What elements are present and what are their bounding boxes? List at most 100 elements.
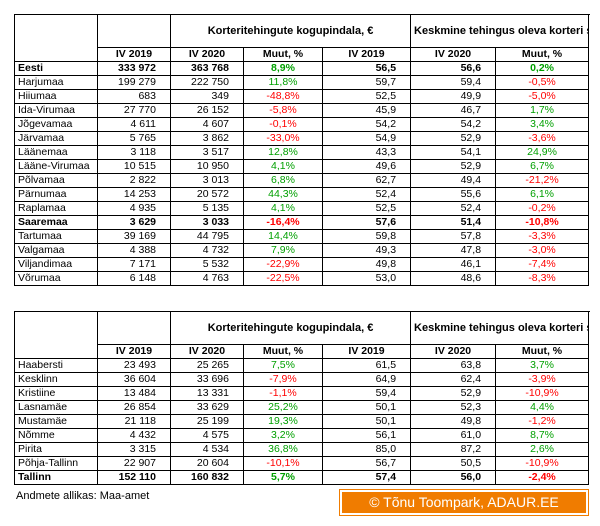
column-header-row: IV 2019 IV 2020 Muut, % IV 2019 IV 2020 Muut,…	[15, 344, 590, 359]
cell: -10,1%	[243, 456, 323, 471]
cell: 54,1	[410, 145, 497, 160]
row-label: Mustamäe	[14, 414, 98, 429]
cell: -0,5%	[495, 75, 590, 90]
cell: 3 118	[97, 145, 171, 160]
cell: 59,4	[410, 75, 497, 90]
table-row: Pärnumaa 14 253 20 572 44,3% 52,4 55,6 6,1%	[14, 187, 590, 202]
row-label: Põlvamaa	[14, 173, 98, 188]
corner-cell	[14, 311, 98, 359]
row-label: Hiiumaa	[14, 89, 98, 104]
cell: 3 629	[97, 215, 171, 230]
column-header: Muut, %	[495, 344, 590, 359]
cell: 2 822	[97, 173, 171, 188]
cell: 49,8	[410, 414, 497, 429]
table-row: Jõgevamaa 4 611 4 607 -0,1% 54,2 54,2 3,4%	[14, 117, 590, 132]
table-row: Eesti 333 972 363 768 8,9% 56,5 56,6 0,2%	[14, 61, 590, 76]
table-row: Hiiumaa 683 349 -48,8% 52,5 49,9 -5,0%	[14, 89, 590, 104]
row-label: Tartumaa	[14, 229, 98, 244]
cell: 56,0	[410, 470, 497, 485]
row-label: Jõgevamaa	[14, 117, 98, 132]
cell: 50,1	[321, 400, 412, 415]
cell: 52,4	[321, 187, 412, 202]
cell: 4,1%	[243, 201, 323, 216]
table-row: Lääne-Virumaa 10 515 10 950 4,1% 49,6 52,9 6,7…	[14, 159, 590, 174]
group-header: Korteritehingute kogupindala, €	[169, 311, 412, 345]
cell: 333 972	[97, 61, 171, 76]
table-row: Valgamaa 4 388 4 732 7,9% 49,3 47,8 -3,0%	[14, 243, 590, 258]
cell: 54,2	[321, 117, 412, 132]
table: Korteritehingute kogupindala, € Keskmine …	[14, 14, 590, 286]
cell: 59,4	[321, 386, 412, 401]
cell: 6,7%	[495, 159, 590, 174]
cell: 13 331	[170, 386, 244, 401]
cell: 51,4	[410, 215, 497, 230]
cell: 52,4	[410, 201, 497, 216]
cell: 8,7%	[495, 428, 590, 443]
cell: 47,8	[410, 243, 497, 258]
cell: 13 484	[97, 386, 171, 401]
cell: 27 770	[97, 103, 171, 118]
cell: 56,6	[410, 61, 497, 76]
column-header: IV 2019	[97, 344, 171, 359]
cell: 46,1	[410, 257, 497, 272]
cell: -48,8%	[243, 89, 323, 104]
table-row: Põhja-Tallinn 22 907 20 604 -10,1% 56,7 50,5-…	[14, 456, 590, 471]
cell: 53,0	[321, 271, 412, 286]
cell: 3,7%	[495, 358, 590, 373]
cell: 4 732	[170, 243, 244, 258]
cell: 49,3	[321, 243, 412, 258]
cell: 52,9	[410, 386, 497, 401]
cell: 363 768	[170, 61, 244, 76]
cell: 26 152	[170, 103, 244, 118]
column-header: IV 2019	[321, 47, 412, 62]
row-label: Raplamaa	[14, 201, 98, 216]
cell: -21,2%	[495, 173, 590, 188]
cell: 7,5%	[243, 358, 323, 373]
row-label: Pärnumaa	[14, 187, 98, 202]
cell: 14,4%	[243, 229, 323, 244]
cell: 5 532	[170, 257, 244, 272]
row-label: Lääne-Virumaa	[14, 159, 98, 174]
cell: 33 629	[170, 400, 244, 415]
cell: 43,3	[321, 145, 412, 160]
cell: 57,8	[410, 229, 497, 244]
cell: -2,4%	[495, 470, 590, 485]
cell: 4,1%	[243, 159, 323, 174]
cell: 160 832	[170, 470, 244, 485]
cell: 54,2	[410, 117, 497, 132]
cell: 4,4%	[495, 400, 590, 415]
table-row: Viljandimaa 7 171 5 532 -22,9% 49,8 46,1 -7,4%	[14, 257, 590, 272]
cell: 49,9	[410, 89, 497, 104]
row-label: Nõmme	[14, 428, 98, 443]
cell: -10,8%	[495, 215, 590, 230]
cell: 3 315	[97, 442, 171, 457]
cell: 48,6	[410, 271, 497, 286]
cell: 199 279	[97, 75, 171, 90]
source-note: Andmete allikas: Maa-amet	[16, 490, 150, 502]
table-row: Lasnamäe 26 854 33 629 25,2% 50,1 52,3 4,4%	[14, 400, 590, 415]
cell: 49,4	[410, 173, 497, 188]
column-header: IV 2020	[410, 47, 497, 62]
cell: 61,0	[410, 428, 497, 443]
cell: 5 765	[97, 131, 171, 146]
cell: 23 493	[97, 358, 171, 373]
cell: -3,0%	[495, 243, 590, 258]
cell: 3 033	[170, 215, 244, 230]
cell: 63,8	[410, 358, 497, 373]
cell: 4 432	[97, 428, 171, 443]
row-label: Eesti	[14, 61, 98, 76]
cell: 3 862	[170, 131, 244, 146]
column-header: IV 2020	[410, 344, 497, 359]
row-label: Saaremaa	[14, 215, 98, 230]
credit-badge: © Tõnu Toompark, ADAUR.EE	[339, 489, 589, 516]
cell: 20 572	[170, 187, 244, 202]
row-label: Valgamaa	[14, 243, 98, 258]
table-row: Saaremaa 3 629 3 033 -16,4% 57,6 51,4 -10,8%	[14, 215, 590, 230]
cell: 4 575	[170, 428, 244, 443]
table-row: Tallinn 152 110 160 832 5,7% 57,4 56,0 -2,4%	[14, 470, 590, 485]
cell: 5 135	[170, 201, 244, 216]
cell: 56,1	[321, 428, 412, 443]
table-row: Haabersti 23 493 25 265 7,5% 61,5 63,8 3,7%	[14, 358, 590, 373]
cell: -10,9%	[495, 456, 590, 471]
